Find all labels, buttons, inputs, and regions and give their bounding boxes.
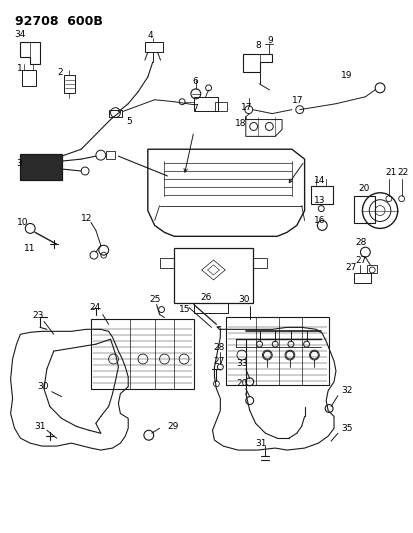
- Text: 10: 10: [17, 218, 28, 227]
- Bar: [105, 151, 115, 159]
- Bar: [91, 319, 193, 389]
- Text: 20: 20: [235, 379, 247, 388]
- Bar: [22, 70, 36, 86]
- Text: 92708  600B: 92708 600B: [14, 14, 102, 28]
- Bar: [159, 258, 174, 268]
- Bar: [353, 273, 370, 283]
- Text: 24: 24: [89, 303, 100, 312]
- Text: 25: 25: [150, 295, 161, 304]
- Text: 22: 22: [397, 168, 408, 177]
- Text: 28: 28: [213, 343, 224, 352]
- Text: 9: 9: [267, 36, 273, 45]
- Text: 32: 32: [340, 386, 351, 395]
- Text: 8: 8: [255, 41, 261, 50]
- Bar: [193, 97, 218, 111]
- Text: 34: 34: [14, 30, 26, 39]
- Text: 20: 20: [358, 184, 369, 193]
- Text: 29: 29: [167, 422, 178, 431]
- Text: 28: 28: [355, 238, 366, 247]
- Text: 12: 12: [81, 214, 93, 223]
- Bar: [63, 75, 75, 93]
- Bar: [145, 42, 162, 52]
- Text: 23: 23: [32, 311, 43, 320]
- Bar: [366, 265, 376, 273]
- Bar: [193, 303, 228, 312]
- Text: 19: 19: [340, 70, 351, 79]
- Text: 16: 16: [313, 216, 325, 225]
- Text: 31: 31: [34, 422, 45, 431]
- Text: 17: 17: [240, 103, 252, 112]
- Text: 30: 30: [37, 382, 48, 391]
- Text: 18: 18: [235, 119, 246, 128]
- Text: 3: 3: [17, 159, 22, 167]
- Text: 5: 5: [126, 117, 132, 126]
- Text: 21: 21: [384, 168, 395, 177]
- Text: 7: 7: [192, 104, 197, 113]
- Text: 31: 31: [255, 439, 266, 448]
- Bar: [215, 102, 227, 111]
- Text: 6: 6: [192, 77, 197, 86]
- Text: 1: 1: [17, 63, 22, 72]
- Text: 27: 27: [355, 255, 366, 264]
- Text: 15: 15: [179, 305, 190, 314]
- Text: 26: 26: [200, 293, 211, 302]
- Bar: [174, 248, 252, 303]
- Text: 4: 4: [147, 31, 153, 40]
- Text: 27: 27: [213, 357, 224, 366]
- Bar: [20, 154, 62, 180]
- Text: 11: 11: [24, 244, 36, 253]
- Text: 33: 33: [235, 359, 247, 368]
- Text: 17: 17: [291, 96, 303, 105]
- Text: 35: 35: [340, 424, 351, 433]
- Bar: [108, 110, 122, 117]
- Text: 30: 30: [237, 295, 249, 304]
- Bar: [252, 258, 267, 268]
- Bar: [225, 318, 328, 385]
- Text: 27: 27: [345, 263, 356, 272]
- Text: 14: 14: [313, 176, 325, 185]
- Text: 13: 13: [313, 196, 325, 205]
- Text: 2: 2: [57, 68, 63, 77]
- Bar: [353, 196, 374, 223]
- Bar: [311, 186, 332, 204]
